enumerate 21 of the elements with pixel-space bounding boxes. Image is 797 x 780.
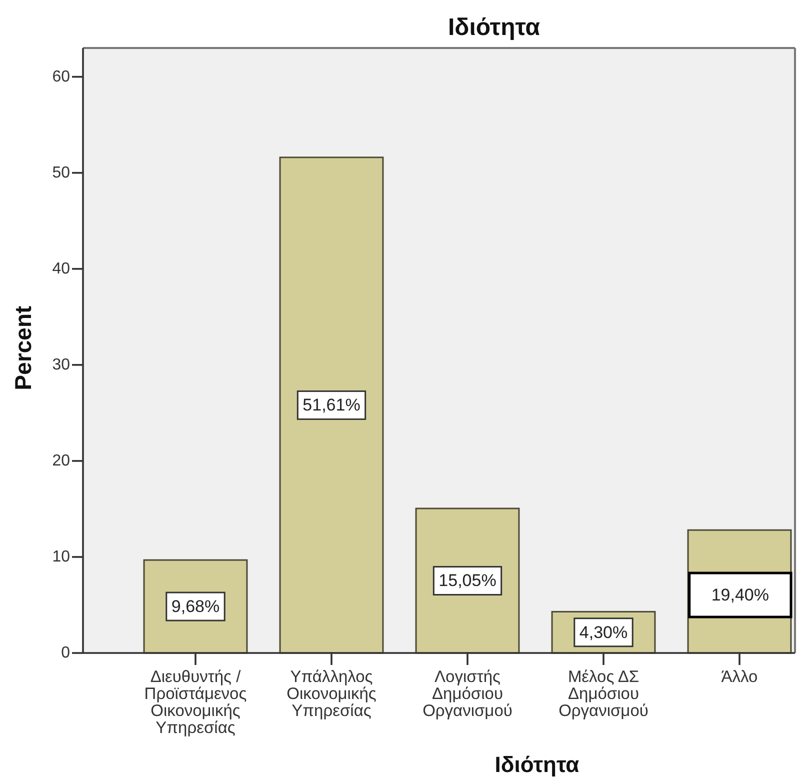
- x-tick-label: Άλλο: [721, 668, 758, 686]
- y-tick-label: 10: [52, 548, 70, 566]
- data-label: 9,68%: [171, 597, 220, 616]
- data-label: 4,30%: [579, 622, 628, 642]
- y-tick-label: 40: [52, 260, 70, 278]
- chart-title: Ιδιότητα: [448, 14, 540, 41]
- x-axis-title: Ιδιότητα: [494, 752, 580, 777]
- y-axis-title: Percent: [10, 305, 36, 390]
- data-label: 15,05%: [438, 571, 496, 590]
- data-label: 51,61%: [302, 396, 360, 415]
- y-tick-label: 0: [61, 644, 70, 662]
- y-tick-label: 50: [52, 164, 70, 182]
- x-tick-label: Υπάλληλος Οικονομικής Υπηρεσίας: [286, 668, 376, 720]
- annotation: 19,40%: [711, 586, 770, 604]
- y-tick-label: 20: [52, 452, 70, 470]
- x-tick-label: Μέλος ΔΣ Δημόσιου Οργανισμού: [558, 668, 648, 720]
- x-tick-label: Λογιστής Δημόσιου Οργανισμού: [422, 668, 512, 720]
- y-tick-label: 60: [52, 68, 70, 86]
- bar: [279, 156, 384, 654]
- x-tick-label: Διευθυντής / Προϊστάμενος Οικονομικής Υπηρεσίας: [144, 668, 247, 737]
- y-tick-label: 30: [52, 356, 70, 374]
